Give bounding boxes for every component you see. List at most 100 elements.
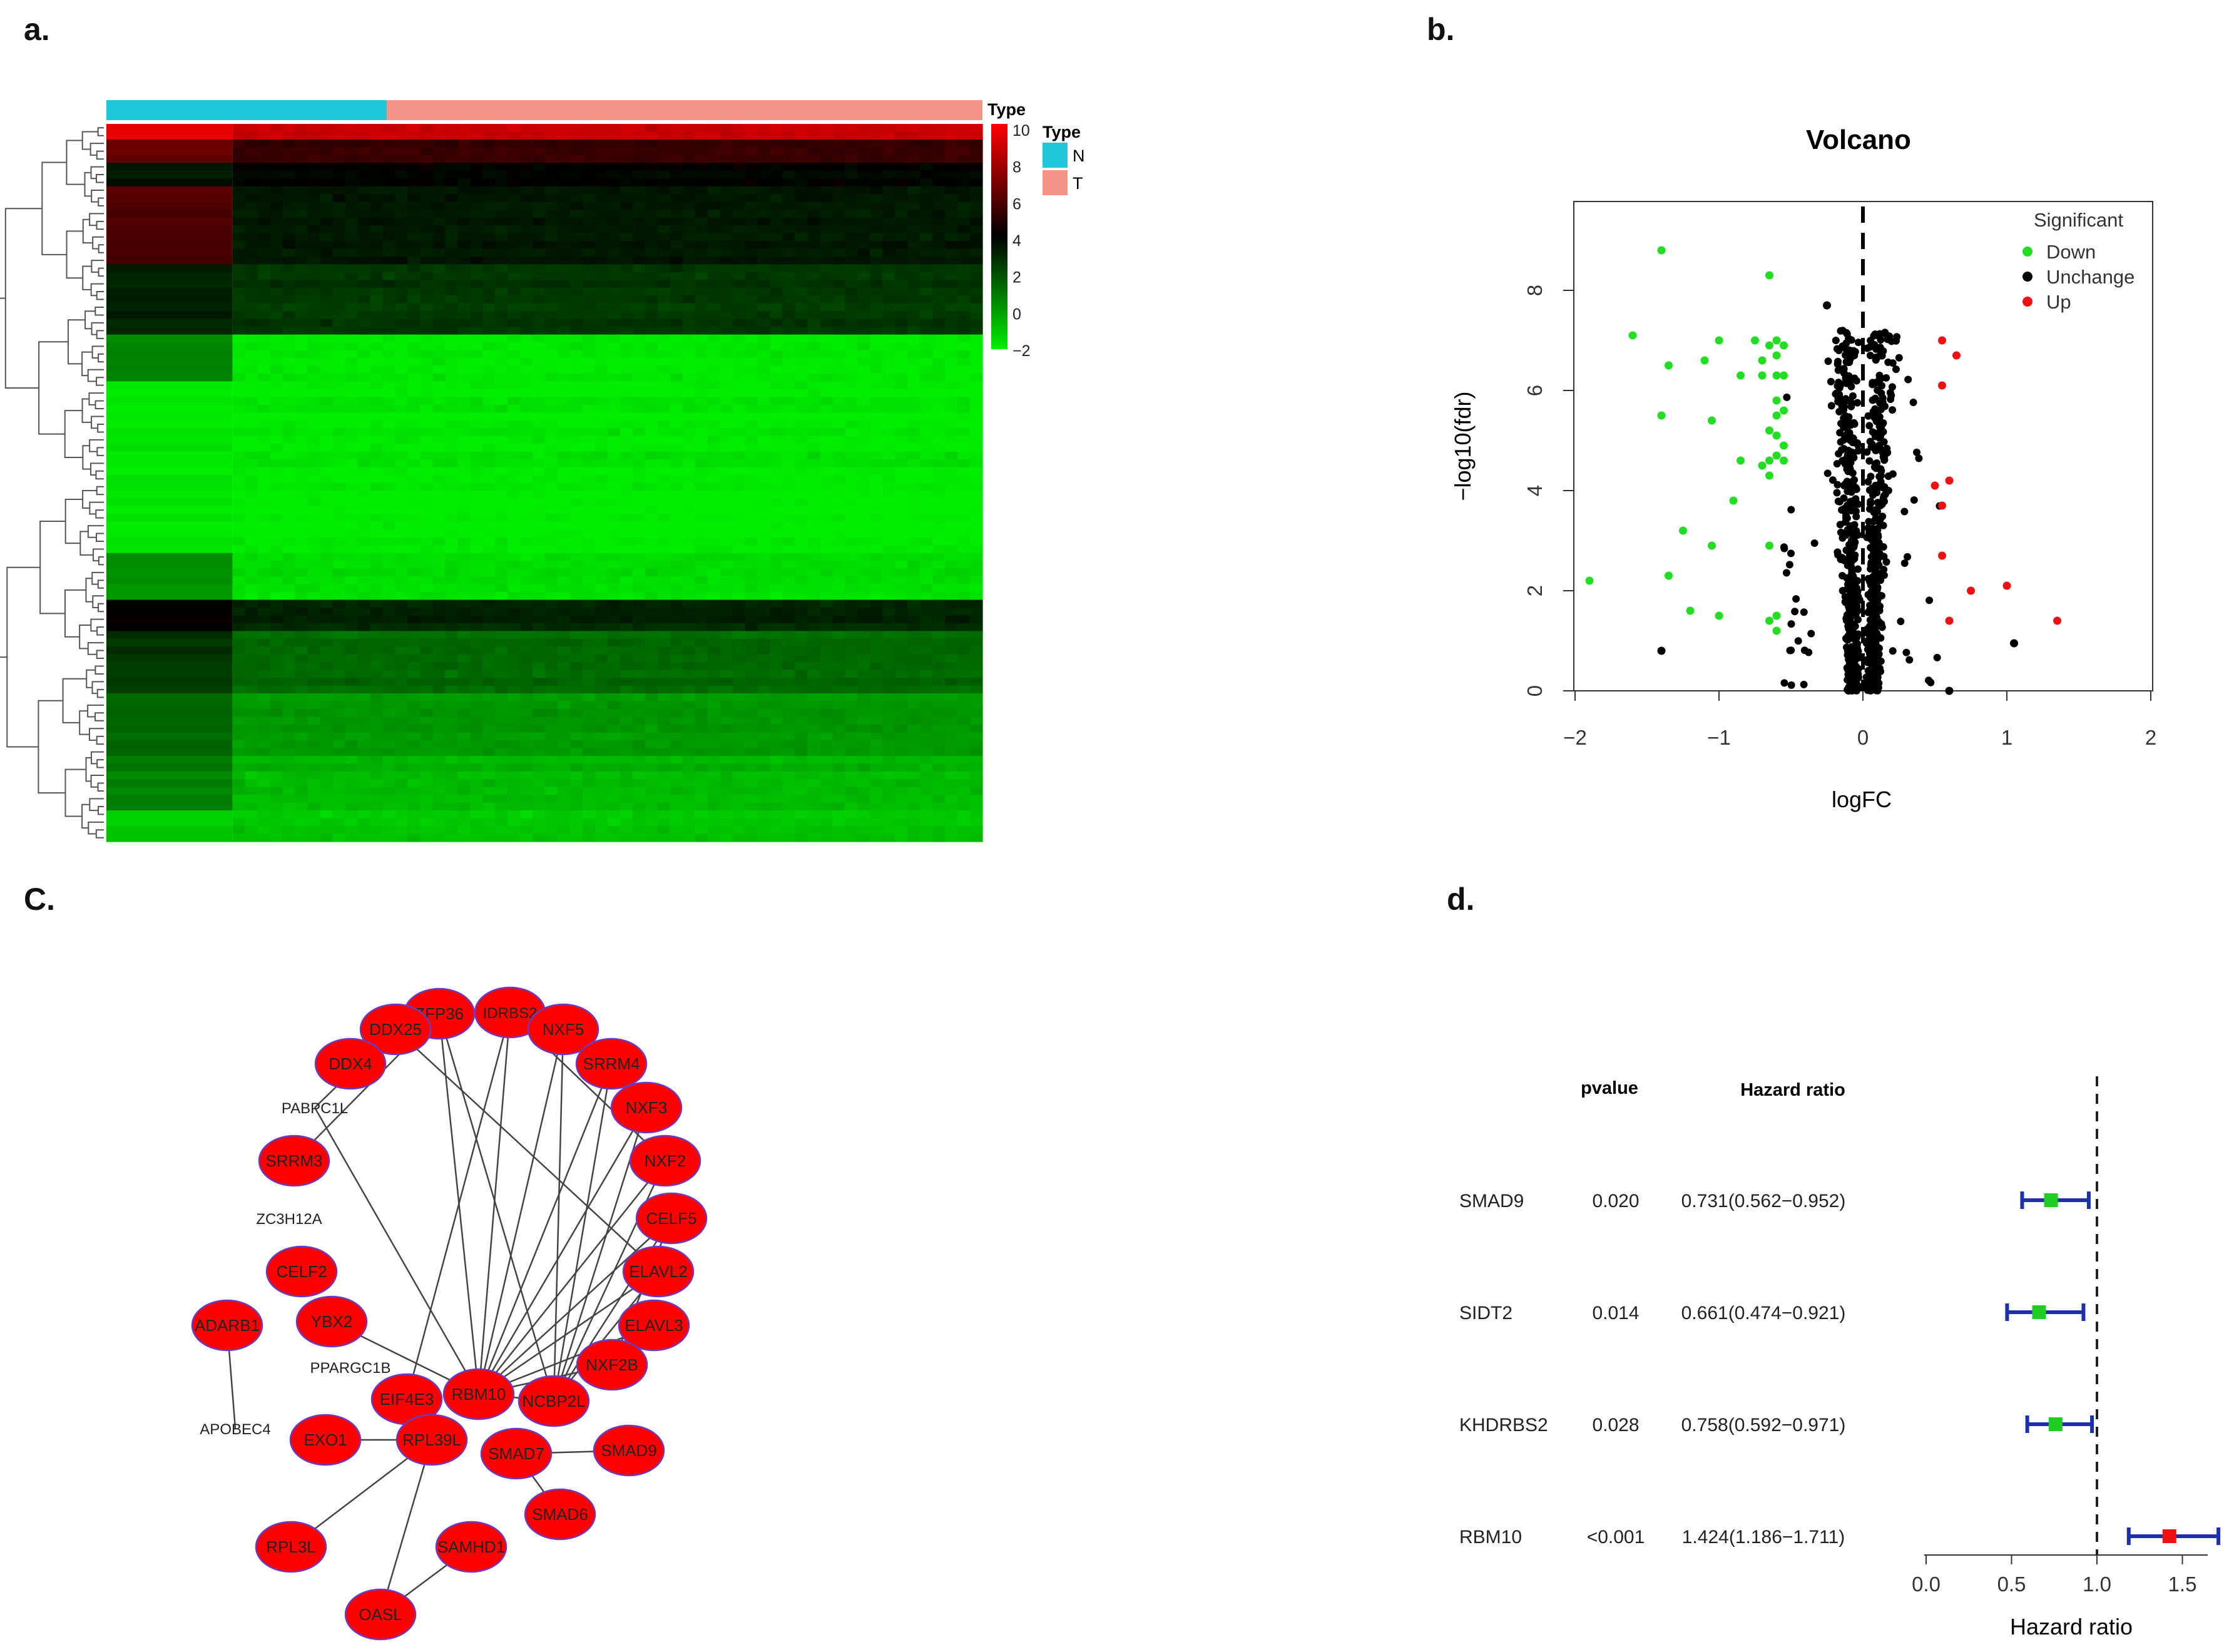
heatmap-cell	[507, 155, 521, 163]
heatmap-cell	[682, 506, 696, 514]
heatmap-cell	[882, 381, 895, 390]
heatmap-cell	[495, 498, 508, 507]
heatmap-cell	[594, 420, 608, 429]
heatmap-cell	[445, 514, 458, 523]
heatmap-cell	[832, 272, 845, 280]
heatmap-cell	[507, 404, 521, 413]
heatmap-cell	[519, 233, 533, 242]
heatmap-cell	[895, 678, 908, 686]
heatmap-cell	[307, 755, 321, 764]
heatmap-cell	[732, 303, 746, 312]
heatmap-cell	[857, 724, 870, 733]
heatmap-cell	[257, 444, 271, 452]
heatmap-cell	[307, 295, 321, 304]
heatmap-cell	[482, 537, 496, 546]
heatmap-cell	[544, 592, 558, 601]
heatmap-cell	[657, 599, 671, 608]
heatmap-cell	[720, 553, 733, 561]
heatmap-cell	[970, 217, 983, 226]
heatmap-cell	[519, 724, 533, 733]
heatmap-cell	[307, 561, 321, 569]
heatmap-cell	[407, 693, 421, 702]
heatmap-cell	[544, 482, 558, 491]
heatmap-cell	[307, 420, 321, 429]
heatmap-cell	[670, 358, 683, 367]
heatmap-cell	[832, 389, 845, 397]
heatmap-cell	[957, 428, 971, 437]
heatmap-cell	[357, 178, 370, 187]
heatmap-cell	[295, 537, 309, 546]
heatmap-cell	[820, 420, 833, 429]
heatmap-cell	[770, 241, 783, 250]
heatmap-cell	[682, 389, 696, 397]
heatmap-cell	[532, 194, 546, 203]
heatmap-cell	[657, 327, 671, 335]
heatmap-cell	[932, 670, 946, 678]
heatmap-cell	[395, 693, 408, 702]
heatmap-cell	[495, 545, 508, 554]
heatmap-cell	[682, 420, 696, 429]
heatmap-cell	[707, 755, 721, 764]
heatmap-cell	[270, 287, 283, 296]
heatmap-cell	[795, 428, 808, 437]
heatmap-cell	[420, 428, 433, 437]
heatmap-cell	[870, 451, 883, 460]
heatmap-cell	[620, 428, 633, 437]
heatmap-cell	[757, 319, 771, 327]
heatmap-cell	[720, 217, 733, 226]
heatmap-cell	[307, 124, 321, 133]
heatmap-cell	[470, 638, 483, 647]
heatmap-cell	[395, 599, 408, 608]
heatmap-cell	[282, 545, 296, 554]
heatmap-cell	[782, 693, 795, 702]
heatmap-cell	[245, 233, 258, 242]
heatmap-cell	[707, 404, 721, 413]
heatmap-cell	[657, 638, 671, 647]
heatmap-cell	[382, 389, 395, 397]
heatmap-cell	[807, 365, 820, 374]
heatmap-cell	[757, 412, 771, 421]
heatmap-cell	[607, 724, 621, 733]
heatmap-cell	[532, 131, 546, 140]
heatmap-cell	[270, 592, 283, 601]
heatmap-cell	[645, 389, 658, 397]
heatmap-cell	[106, 389, 233, 397]
heatmap-cell	[932, 740, 946, 748]
heatmap-cell	[470, 514, 483, 523]
heatmap-cell	[870, 131, 883, 140]
heatmap-cell	[232, 724, 246, 733]
heatmap-cell	[770, 311, 783, 320]
heatmap-cell	[470, 755, 483, 764]
heatmap-cell	[945, 303, 958, 312]
heatmap-cell	[370, 678, 383, 686]
heatmap-cell	[770, 389, 783, 397]
heatmap-cell	[482, 506, 496, 514]
heatmap-cell	[532, 615, 546, 624]
heatmap-cell	[820, 295, 833, 304]
heatmap-cell	[345, 592, 358, 601]
heatmap-cell	[395, 521, 408, 530]
heatmap-cell	[332, 155, 345, 163]
heatmap-cell	[270, 389, 283, 397]
heatmap-cell	[594, 201, 608, 210]
heatmap-cell	[645, 210, 658, 218]
heatmap-cell	[270, 709, 283, 718]
heatmap-cell	[106, 131, 233, 140]
heatmap-cell	[932, 350, 946, 359]
heatmap-cell	[857, 748, 870, 757]
heatmap-cell	[882, 210, 895, 218]
heatmap-cell	[682, 716, 696, 725]
heatmap-cell	[745, 599, 758, 608]
heatmap-cell	[395, 248, 408, 257]
heatmap-cell	[106, 654, 233, 663]
heatmap-cell	[544, 553, 558, 561]
heatmap-cell	[657, 506, 671, 514]
heatmap-cell	[569, 553, 583, 561]
heatmap-cell	[870, 662, 883, 671]
heatmap-cell	[519, 467, 533, 476]
heatmap-cell	[845, 241, 858, 250]
heatmap-cell	[695, 638, 708, 647]
heatmap-cell	[557, 568, 571, 577]
heatmap-cell	[632, 124, 646, 133]
heatmap-cell	[395, 740, 408, 748]
